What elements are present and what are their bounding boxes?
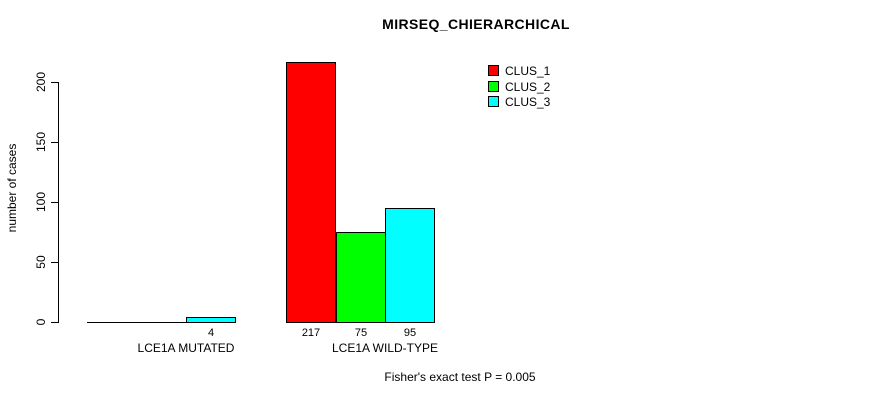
bar-value-label: 95: [403, 327, 417, 339]
y-tick-mark: [51, 322, 59, 323]
y-tick-label: 100: [34, 191, 48, 213]
y-tick-label: 50: [34, 255, 48, 269]
category-label-lce1a-wild-type: LCE1A WILD-TYPE: [331, 341, 439, 355]
bar-clus-2-lce1a-mutated: [137, 322, 187, 323]
y-tick-mark: [51, 262, 59, 263]
legend-swatch-clus_1: [488, 65, 499, 76]
y-axis-label: number of cases: [5, 143, 19, 233]
bar-value-label: 4: [207, 327, 215, 339]
legend-label-clus_2: CLUS_2: [505, 79, 551, 94]
bar-clus-3-lce1a-mutated: [186, 317, 236, 323]
bar-value-label: 75: [354, 327, 368, 339]
statistics-note: Fisher's exact test P = 0.005: [384, 370, 536, 384]
legend-label-clus_3: CLUS_3: [505, 95, 551, 109]
legend-swatch-clus_3: [488, 96, 499, 107]
y-tick-mark: [51, 142, 59, 143]
bar-clus-3-lce1a-wild-type: [385, 208, 435, 323]
y-tick-label: 0: [34, 318, 48, 326]
bar-clus-1-lce1a-wild-type: [286, 62, 336, 323]
bar-clus-1-lce1a-mutated: [87, 322, 137, 323]
y-tick-label: 200: [34, 71, 48, 93]
y-tick-mark: [51, 202, 59, 203]
y-tick-mark: [51, 82, 59, 83]
bar-value-label: 217: [301, 327, 321, 339]
y-tick-label: 150: [34, 131, 48, 153]
legend-label-clus_1: CLUS_1: [505, 64, 551, 78]
category-label-lce1a-mutated: LCE1A MUTATED: [137, 341, 235, 355]
legend-swatch-clus_2: [488, 80, 499, 92]
bar-clus-2-lce1a-wild-type: [336, 232, 386, 323]
chart-title: MIRSEQ_CHIERARCHICAL: [382, 16, 570, 32]
